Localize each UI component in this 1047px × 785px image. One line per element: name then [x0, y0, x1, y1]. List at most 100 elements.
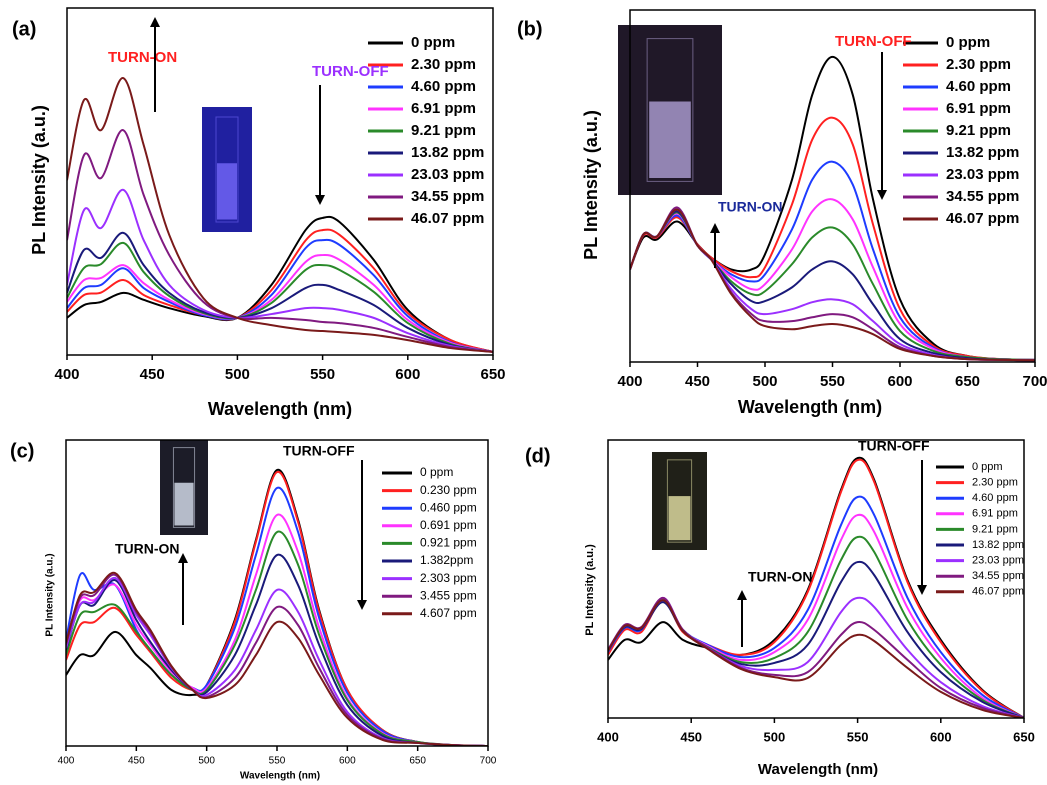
x-tick-label: 500 — [198, 756, 215, 767]
panel: 400 450 500 550 600 650 700 (b) Wavelength (nm) P… — [517, 9, 1047, 417]
legend-label: 34.55 ppm — [972, 570, 1024, 582]
legend-label: 0 ppm — [411, 34, 455, 51]
legend-label: 4.60 ppm — [972, 492, 1018, 504]
x-axis-title: Wavelength (nm) — [208, 399, 352, 419]
legend-label: 13.82 ppm — [411, 144, 484, 161]
cuvette — [646, 38, 694, 182]
annotation: TURN-OFF — [835, 33, 912, 50]
legend-label: 34.55 ppm — [411, 188, 484, 205]
spectrum-line — [630, 198, 1035, 361]
panel-label: (c) — [10, 440, 34, 462]
x-tick-label: 600 — [887, 373, 912, 390]
annotation: TURN-ON — [115, 541, 180, 557]
x-tick-label: 550 — [310, 366, 335, 383]
spectrum-line — [630, 210, 1035, 362]
spectrum-line — [630, 208, 1035, 362]
x-axis-title: Wavelength (nm) — [758, 761, 878, 778]
panel: 400 450 500 550 600 650 (a) Wavelength (nm) PL I… — [12, 7, 506, 419]
spectrum-line — [630, 211, 1035, 361]
x-tick-label: 450 — [680, 729, 702, 744]
legend-label: 23.03 ppm — [411, 166, 484, 183]
cuvette — [215, 116, 239, 223]
panel-label: (d) — [525, 445, 551, 467]
x-tick-label: 400 — [597, 729, 619, 744]
y-axis-title: PL Intensity (a.u.) — [29, 105, 49, 255]
annotation: TURN-OFF — [312, 63, 389, 80]
spectrum-line — [608, 599, 1024, 718]
legend-label: 0 ppm — [420, 465, 453, 479]
legend-label: 46.07 ppm — [411, 210, 484, 227]
spectrum-line — [67, 228, 493, 353]
legend-label: 4.60 ppm — [946, 78, 1011, 95]
legend-label: 0.921 ppm — [420, 536, 477, 550]
legend-label: 9.21 ppm — [972, 523, 1018, 535]
x-tick-label: 450 — [685, 373, 710, 390]
spectrum-line — [67, 129, 493, 353]
legend-label: 13.82 ppm — [946, 144, 1019, 161]
spectrum-line — [66, 553, 488, 746]
annotation: TURN-ON — [718, 199, 783, 215]
legend-label: 0.460 ppm — [420, 500, 477, 514]
x-tick-label: 400 — [58, 756, 75, 767]
legend-label: 6.91 ppm — [411, 100, 476, 117]
x-tick-label: 400 — [617, 373, 642, 390]
legend-label: 34.55 ppm — [946, 188, 1019, 205]
legend-label: 6.91 ppm — [946, 100, 1011, 117]
legend-label: 0.230 ppm — [420, 483, 477, 497]
panel: 400 450 500 550 600 650 700 (c) Wavelength (nm) P… — [10, 439, 497, 782]
spectrum-line — [66, 530, 488, 746]
panel-label: (a) — [12, 18, 36, 40]
x-tick-label: 550 — [820, 373, 845, 390]
cuvette-glow — [668, 496, 691, 541]
spectrum-line — [67, 253, 493, 353]
legend-label: 2.303 ppm — [420, 571, 477, 585]
legend-label: 13.82 ppm — [972, 539, 1024, 551]
legend-label: 2.30 ppm — [946, 56, 1011, 73]
spectrum-line — [67, 188, 493, 353]
spectrum-line — [608, 560, 1024, 718]
spectrum-line — [630, 55, 1035, 361]
legend-label: 46.07 ppm — [972, 586, 1024, 598]
y-axis-title: PL Intensity (a.u.) — [581, 110, 601, 260]
cuvette — [172, 447, 196, 528]
legend-label: 4.607 ppm — [420, 606, 477, 620]
x-tick-label: 700 — [1022, 373, 1047, 390]
x-tick-label: 550 — [847, 729, 869, 744]
x-axis-title: Wavelength (nm) — [738, 397, 882, 417]
legend-label: 9.21 ppm — [411, 122, 476, 139]
legend-label: 2.30 ppm — [411, 56, 476, 73]
x-tick-label: 450 — [140, 366, 165, 383]
x-tick-label: 700 — [480, 756, 497, 767]
spectrum-line — [67, 77, 493, 353]
legend-label: 3.455 ppm — [420, 588, 477, 602]
legend-label: 46.07 ppm — [946, 210, 1019, 227]
x-tick-label: 450 — [128, 756, 145, 767]
plot-frame — [607, 439, 1025, 719]
legend-label: 6.91 ppm — [972, 508, 1018, 520]
legend-label: 1.382ppm — [420, 553, 473, 567]
x-tick-label: 650 — [480, 366, 505, 383]
legend-label: 4.60 ppm — [411, 78, 476, 95]
legend-label: 9.21 ppm — [946, 122, 1011, 139]
panel: 400 450 500 550 600 650 (d) Wavelength (nm) PL I… — [525, 438, 1035, 778]
cuvette — [666, 459, 693, 543]
x-tick-label: 400 — [54, 366, 79, 383]
y-axis-title: PL Intensity (a.u.) — [45, 553, 56, 636]
legend-label: 0 ppm — [972, 461, 1003, 473]
panel-label: (b) — [517, 18, 543, 40]
spectrum-line — [630, 116, 1035, 361]
x-tick-label: 650 — [409, 756, 426, 767]
x-tick-label: 650 — [1013, 729, 1035, 744]
cuvette-glow — [174, 482, 194, 526]
plot-frame — [66, 7, 494, 356]
legend-label: 2.30 ppm — [972, 477, 1018, 489]
x-tick-label: 500 — [225, 366, 250, 383]
spectrum-line — [67, 241, 493, 353]
x-tick-label: 600 — [930, 729, 952, 744]
annotation: TURN-ON — [108, 49, 177, 66]
cuvette-glow — [217, 163, 237, 220]
spectrum-line — [66, 571, 488, 746]
x-tick-label: 550 — [269, 756, 286, 767]
legend-label: 0.691 ppm — [420, 518, 477, 532]
